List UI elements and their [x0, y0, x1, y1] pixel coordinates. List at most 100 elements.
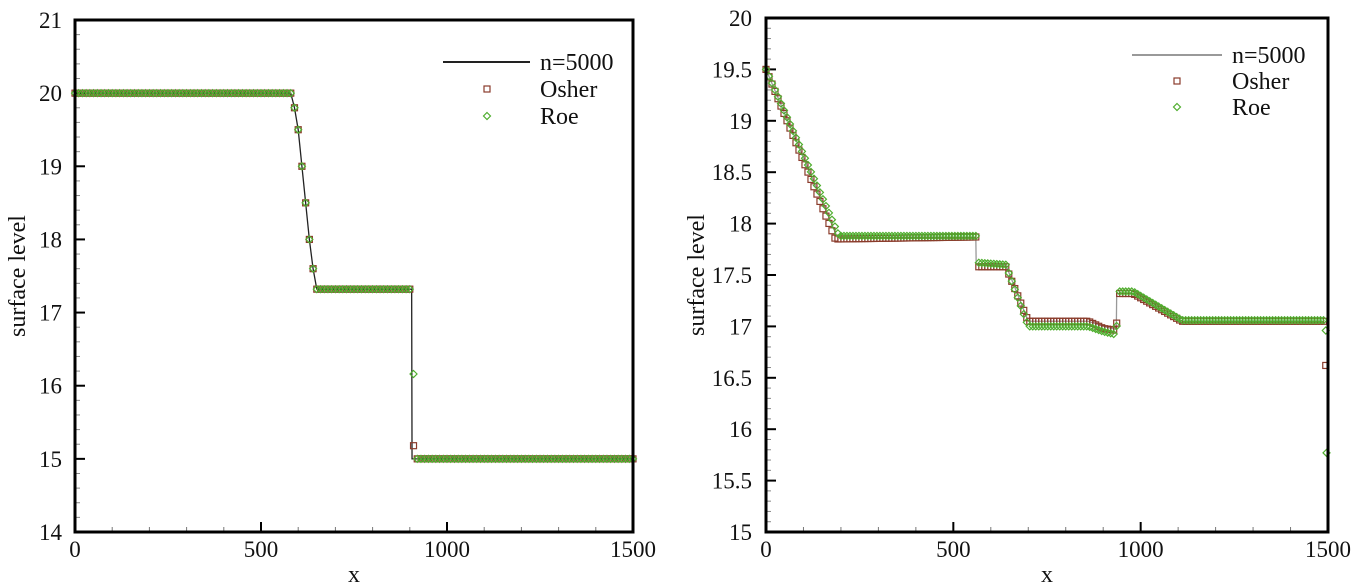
data-point — [524, 454, 534, 464]
data-point — [159, 88, 169, 98]
data-point — [275, 88, 284, 98]
data-point — [334, 284, 344, 294]
data-point — [992, 259, 1002, 269]
data-point — [505, 454, 515, 464]
data-point — [613, 454, 623, 464]
data-point — [1214, 315, 1223, 325]
data-point — [438, 454, 448, 464]
legend-label: Osher — [1232, 69, 1289, 95]
plot-area — [761, 65, 1331, 458]
data-point — [854, 231, 864, 241]
x-tick-label: 0 — [69, 537, 81, 562]
data-point — [1073, 322, 1083, 331]
data-point — [935, 231, 945, 241]
data-point — [911, 231, 921, 241]
y-tick-label: 18.5 — [712, 160, 752, 185]
data-point — [1244, 315, 1253, 325]
data-point — [1247, 315, 1256, 325]
data-point — [890, 231, 900, 241]
data-point — [893, 231, 903, 241]
data-point — [803, 160, 813, 170]
x-tick-label: 500 — [936, 537, 971, 562]
data-point — [290, 103, 299, 113]
data-point — [1113, 319, 1121, 327]
data-point — [1004, 268, 1014, 278]
data-point — [1052, 322, 1062, 331]
series-line — [75, 92, 633, 460]
data-point — [96, 88, 106, 98]
data-point — [517, 454, 526, 464]
data-point — [851, 231, 861, 241]
data-point — [767, 78, 777, 88]
data-point — [932, 231, 942, 241]
data-point — [595, 454, 604, 464]
data-point — [860, 231, 870, 241]
data-point — [427, 454, 437, 464]
x-tick-label: 1500 — [610, 537, 656, 562]
data-point — [349, 284, 359, 294]
data-point — [1025, 322, 1035, 331]
data-point — [788, 126, 798, 136]
data-point — [383, 284, 392, 294]
data-point — [815, 188, 825, 197]
data-point — [902, 231, 912, 241]
data-point — [1301, 315, 1310, 325]
y-tick-label: 14 — [39, 520, 63, 545]
data-point — [914, 231, 924, 241]
data-point — [305, 235, 314, 244]
data-point — [1196, 315, 1205, 325]
data-point — [1235, 315, 1244, 325]
data-point — [223, 88, 232, 98]
data-point — [606, 454, 616, 464]
data-point — [535, 454, 545, 464]
data-point — [998, 260, 1008, 269]
data-point — [827, 215, 837, 225]
legend-label: Osher — [540, 77, 597, 103]
data-point — [513, 454, 523, 464]
data-point — [980, 258, 990, 268]
data-point — [1187, 315, 1196, 325]
data-point — [989, 259, 999, 269]
data-point — [122, 88, 132, 98]
data-point — [1109, 329, 1119, 339]
data-point — [331, 284, 340, 294]
y-axis-label: surface level — [5, 215, 31, 337]
data-point — [461, 454, 470, 464]
data-point — [818, 194, 828, 204]
data-point — [256, 88, 266, 98]
data-point — [965, 231, 975, 241]
data-point — [420, 454, 430, 464]
data-point — [1220, 315, 1229, 325]
data-point — [442, 454, 452, 464]
data-point — [1124, 287, 1134, 296]
y-tick-label: 17.5 — [712, 263, 752, 288]
data-point — [830, 222, 840, 231]
data-point — [531, 454, 541, 464]
plot-1: 0 500 1000 1500 14 15 16 17 18 19 20 21 x surface lev… — [5, 8, 656, 587]
data-point — [520, 454, 530, 464]
data-point — [327, 284, 337, 294]
data-point — [1298, 315, 1307, 325]
data-point — [795, 146, 803, 154]
data-point — [836, 231, 846, 241]
data-point — [1034, 322, 1044, 331]
data-point — [133, 88, 143, 98]
data-point — [234, 88, 244, 98]
data-point — [119, 88, 128, 98]
data-point — [839, 231, 849, 241]
data-point — [884, 231, 894, 241]
data-point — [771, 87, 779, 96]
data-point — [576, 454, 586, 464]
data-point — [953, 231, 963, 241]
data-point — [476, 454, 485, 464]
data-point — [1028, 322, 1038, 331]
data-point — [1193, 315, 1202, 325]
data-point — [986, 259, 996, 268]
y-tick-label: 15 — [729, 520, 752, 545]
data-point — [1013, 293, 1023, 302]
data-point — [215, 88, 225, 98]
data-point — [368, 284, 377, 294]
data-point — [219, 88, 229, 98]
data-point — [1274, 315, 1283, 325]
data-point — [1319, 315, 1328, 325]
